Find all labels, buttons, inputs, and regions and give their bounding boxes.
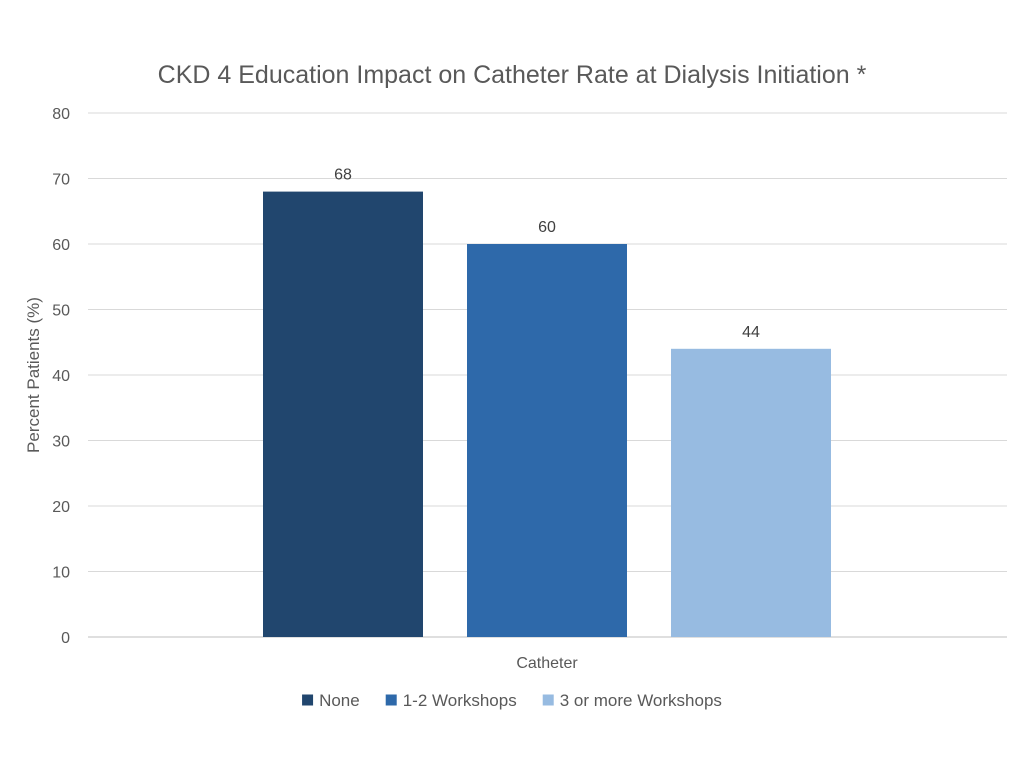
bar-1-2-workshops	[467, 244, 627, 637]
x-tick-label: Catheter	[516, 655, 578, 672]
y-tick-label: 10	[52, 565, 70, 582]
legend-label-1-2-workshops: 1-2 Workshops	[403, 691, 517, 710]
y-axis-title: Percent Patients (%)	[24, 297, 43, 453]
y-tick-label: 20	[52, 499, 70, 516]
y-tick-label: 0	[61, 630, 70, 647]
y-axis-ticks: 0 10 20 30 40 50 60 70 80	[52, 106, 70, 647]
legend-swatch-3-or-more-workshops	[542, 694, 554, 706]
bars	[263, 191, 831, 637]
data-label: 68	[334, 167, 352, 184]
legend: None 1-2 Workshops 3 or more Workshops	[302, 691, 722, 710]
bar-3-or-more-workshops	[671, 348, 831, 637]
y-tick-label: 80	[52, 106, 70, 123]
y-tick-label: 50	[52, 303, 70, 320]
x-axis-ticks: Catheter	[516, 655, 578, 672]
data-labels: 68 60 44	[334, 167, 760, 341]
data-label: 44	[742, 324, 760, 341]
legend-label-3-or-more-workshops: 3 or more Workshops	[560, 691, 722, 710]
legend-swatch-1-2-workshops	[385, 694, 397, 706]
chart-title: CKD 4 Education Impact on Catheter Rate …	[158, 61, 867, 89]
data-label: 60	[538, 219, 556, 236]
y-tick-label: 40	[52, 368, 70, 385]
y-tick-label: 60	[52, 237, 70, 254]
y-tick-label: 30	[52, 434, 70, 451]
legend-label-none: None	[319, 691, 360, 710]
legend-swatch-none	[302, 694, 314, 706]
y-tick-label: 70	[52, 172, 70, 189]
bar-none	[263, 191, 423, 637]
